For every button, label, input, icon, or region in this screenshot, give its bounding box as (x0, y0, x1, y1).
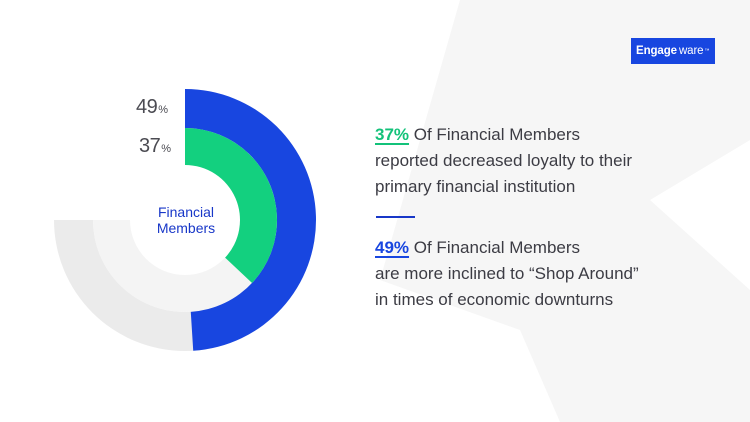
outer-ring-bar-49 (185, 89, 317, 351)
stat-block-37: 37% Of Financial Members reported decrea… (375, 122, 632, 200)
stat-line: 49% Of Financial Members (375, 235, 639, 261)
inner-ring-unit: % (161, 143, 171, 155)
stat-block-49: 49% Of Financial Members are more inclin… (375, 235, 639, 313)
outer-ring-unit: % (158, 104, 168, 116)
logo-text-engage: Engage (631, 38, 679, 64)
outer-ring-value-label: 49% (136, 96, 168, 119)
stat-text: Of Financial Members (413, 238, 581, 257)
inner-ring-value-label: 37% (139, 135, 171, 158)
logo-trademark: ™ (704, 48, 710, 54)
engageware-logo: Engage ware ™ (631, 38, 716, 64)
stat-highlight: 49% (375, 238, 410, 257)
inner-ring-bar-37 (185, 128, 277, 283)
stat-highlight: 37% (375, 125, 410, 144)
inner-ring-value: 37 (139, 135, 161, 157)
stat-text: Of Financial Members (413, 125, 581, 144)
center-label-line-1: Financial (157, 204, 215, 220)
center-label-line-2: Members (156, 220, 216, 236)
logo-text-ware-word: ware (678, 45, 704, 57)
background-polygon (380, 0, 750, 422)
divider (376, 216, 415, 218)
stat-line: 37% Of Financial Members (375, 122, 632, 148)
stat-line: are more inclined to “Shop Around” (375, 264, 639, 283)
outer-ring-value: 49 (136, 96, 158, 118)
stat-line: in times of economic downturns (375, 290, 614, 309)
stat-line: primary financial institution (375, 177, 576, 196)
stat-line: reported decreased loyalty to their (375, 151, 633, 170)
logo-text-ware: ware ™ (678, 38, 716, 64)
center-label: Financial Members (136, 204, 236, 236)
